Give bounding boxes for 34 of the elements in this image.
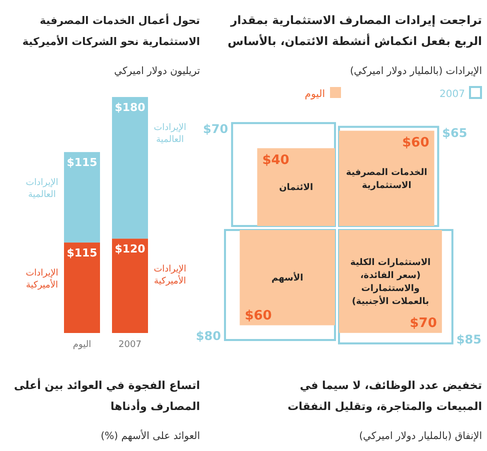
chart-title: تحول أعمال الخدمات المصرفية الاستثمارية نحو الشركات الأميركية xyxy=(22,13,200,48)
text: الإنفاق (بالمليار دولار اميركي) xyxy=(359,431,482,442)
text: العوائد على الأسهم (%) xyxy=(100,429,200,442)
legend-label: 2007 xyxy=(440,89,465,100)
category-label: الائتمان xyxy=(279,183,314,194)
text: تخفيض عدد الوظائف، لا سيما في المبيعات والمتاجرة، وتقليل النفقات xyxy=(288,379,482,413)
data-label: $85 xyxy=(456,332,482,346)
bar xyxy=(64,152,100,243)
data-label: $80 xyxy=(196,329,221,344)
text: الإيرادات الأميركية xyxy=(154,264,186,287)
legend-label: اليوم xyxy=(304,89,325,100)
category-label: الخدمات المصرفية الاستثمارية xyxy=(346,168,428,191)
data-label: $120 xyxy=(114,242,146,256)
text: اتساع الفجوة في العوائد بين أعلى المصارف وأدناها xyxy=(14,378,200,413)
text: تراجعت إيرادات المصارف الاستثمارية بمقدار الربع بفعل انكماش أنشطة الائتمان، بالأساس xyxy=(228,13,482,48)
chart-subtitle: تريليون دولار اميركي xyxy=(114,66,200,77)
data-label: $115 xyxy=(66,156,98,170)
series-label: الإيرادات الأميركية xyxy=(26,268,58,291)
data-label: $60 xyxy=(402,136,430,151)
series-label: الإيرادات العالمية xyxy=(26,178,58,200)
bar xyxy=(112,97,148,239)
bar xyxy=(112,238,148,333)
bar xyxy=(64,242,100,333)
text: الإيرادات العالمية xyxy=(154,123,186,145)
data-label: $115 xyxy=(66,246,98,260)
category-label: الأسهم xyxy=(272,272,304,284)
data-label: $40 xyxy=(262,153,290,168)
data-label: $180 xyxy=(114,101,146,114)
data-label: $70 xyxy=(203,122,228,136)
category-label: الاستثمارات الكلية (سعر الفائدة، والاستثمارات بالعملات الأجنبية) xyxy=(350,258,431,307)
data-label: $70 xyxy=(410,316,437,331)
text: الإيرادات (بالمليار دولار اميركي) xyxy=(350,66,482,77)
data-label: $60 xyxy=(244,308,272,324)
data-label: $65 xyxy=(442,126,468,140)
